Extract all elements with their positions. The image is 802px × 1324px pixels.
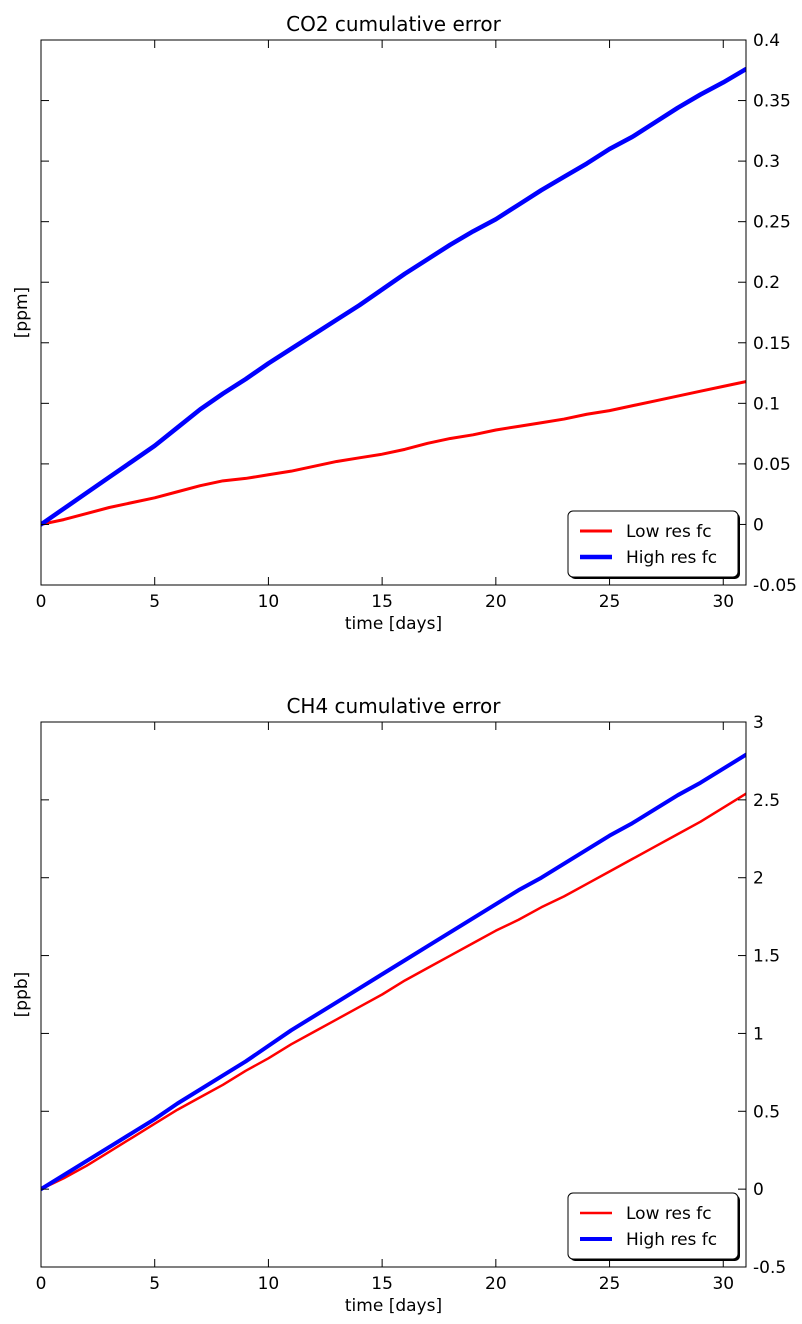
y-tick-label: 0.1 <box>753 394 780 414</box>
x-tick-label: 25 <box>599 1274 621 1294</box>
x-tick-label: 15 <box>371 592 393 612</box>
legend: Low res fc High res fc <box>567 1192 740 1261</box>
y-tick-label: 0 <box>753 1180 764 1200</box>
y-tick-label: 3 <box>753 713 764 733</box>
series-group <box>41 752 746 1192</box>
y-tick-label: -0.5 <box>753 1258 786 1278</box>
legend-label: High res fc <box>626 548 717 568</box>
x-tick-label: 10 <box>258 592 280 612</box>
series-line-high-res-fc <box>41 752 746 1192</box>
chart-title: CH4 cumulative error <box>286 694 501 718</box>
x-tick-label: 20 <box>485 1274 507 1294</box>
x-tick-label: 30 <box>712 1274 734 1294</box>
y-tick-label: -0.05 <box>753 576 797 596</box>
y-tick-label: 0.2 <box>753 273 780 293</box>
chart-title: CO2 cumulative error <box>286 12 502 36</box>
series-line-high-res-fc <box>41 66 746 527</box>
x-tick-label: 5 <box>149 592 160 612</box>
legend-label: Low res fc <box>626 1204 712 1224</box>
plot-frame <box>40 39 747 586</box>
x-tick-label: 5 <box>149 1274 160 1294</box>
y-tick-label: 1.5 <box>753 947 780 967</box>
y-tick-label: 0.3 <box>753 152 780 172</box>
y-tick-label: 0.15 <box>753 334 791 354</box>
x-axis-label: time [days] <box>345 614 442 634</box>
series-line-low-res-fc <box>41 792 746 1191</box>
x-tick-label: 30 <box>712 592 734 612</box>
legend-box <box>567 510 739 578</box>
y-tick-label: 2.5 <box>753 791 780 811</box>
series-line-low-res-fc <box>41 380 746 526</box>
series-group <box>41 66 746 527</box>
legend-label: High res fc <box>626 1230 717 1250</box>
x-axis-label: time [days] <box>345 1296 442 1316</box>
y-tick-label: 0.25 <box>753 213 791 233</box>
y-tick-label: 0.35 <box>753 92 791 112</box>
legend-box <box>567 1192 739 1260</box>
chart-2: 0 5 10 15 20 25 30 -0.5 0 0.5 1 1.5 2 2.5 3 CH4 cumulat… <box>12 694 786 1316</box>
y-tick-label: 0.05 <box>753 455 791 475</box>
y-tick-label: 1 <box>753 1024 764 1044</box>
legend-label: Low res fc <box>626 522 712 542</box>
y-tick-label: 0.4 <box>753 31 780 51</box>
x-tick-label: 0 <box>36 1274 47 1294</box>
y-tick-label: 0.5 <box>753 1102 780 1122</box>
y-axis-label: [ppm] <box>12 287 32 338</box>
x-tick-label: 25 <box>599 592 621 612</box>
legend: Low res fc High res fc <box>567 510 740 579</box>
plot-frame <box>40 721 747 1268</box>
chart-1: 0 5 10 15 20 25 30 -0.05 0 0.05 0.1 0.15 0.2 0.25 0.3 0… <box>12 12 797 634</box>
y-axis-label: [ppb] <box>12 972 32 1018</box>
y-tick-label: 2 <box>753 869 764 889</box>
x-tick-label: 20 <box>485 592 507 612</box>
x-tick-label: 0 <box>36 592 47 612</box>
y-tick-label: 0 <box>753 515 764 535</box>
x-tick-label: 15 <box>371 1274 393 1294</box>
x-tick-label: 10 <box>258 1274 280 1294</box>
